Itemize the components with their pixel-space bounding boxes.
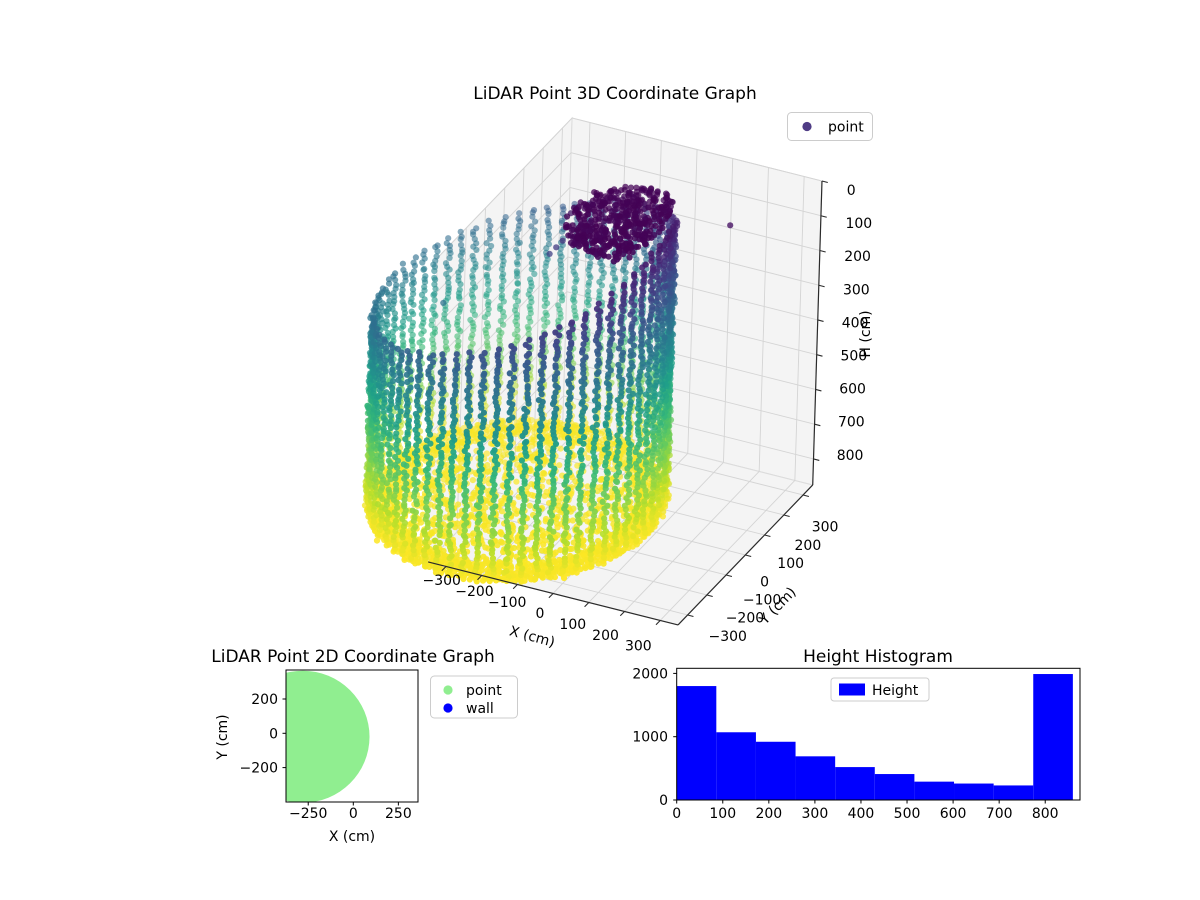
- tick-label: −300: [709, 629, 747, 645]
- tick-label: 200: [251, 692, 278, 708]
- legend-wall-label: wall: [466, 701, 494, 717]
- tick-label: 1000: [632, 730, 668, 746]
- bar: [835, 767, 875, 800]
- bar: [993, 785, 1034, 800]
- tick-label: 0: [349, 806, 358, 822]
- legend-wall-marker: [443, 703, 453, 713]
- bar: [795, 756, 836, 800]
- bar: [676, 686, 717, 800]
- tick-label: 200: [755, 806, 782, 822]
- tick-label: 700: [986, 806, 1013, 822]
- tick-label: 800: [837, 448, 864, 464]
- tick-label: 100: [777, 556, 804, 572]
- bar: [755, 741, 796, 800]
- legend-point-label: point: [828, 120, 864, 136]
- plot3d-title: LiDAR Point 3D Coordinate Graph: [473, 84, 757, 104]
- plot3d-xlabel: X (cm): [508, 623, 557, 650]
- plot2d-xlabel: X (cm): [329, 829, 375, 845]
- tick-label: 0: [269, 726, 278, 742]
- bar: [874, 774, 915, 800]
- tick-label: 300: [812, 520, 839, 536]
- histogram-title: Height Histogram: [803, 647, 953, 667]
- tick-label: −300: [422, 573, 460, 589]
- tick-label: 100: [559, 617, 586, 633]
- tick-label: 300: [843, 282, 870, 298]
- legend-height-patch: [839, 683, 865, 696]
- plot2d-legend: point wall: [430, 675, 518, 719]
- plot3d-point-cloud: [361, 183, 734, 585]
- legend-height-label: Height: [872, 683, 919, 699]
- tick-label: 400: [842, 315, 869, 331]
- tick-label: 200: [592, 628, 619, 644]
- bar: [914, 781, 955, 800]
- tick-label: 800: [1032, 806, 1059, 822]
- tick-label: 300: [802, 806, 829, 822]
- histogram-legend: Height: [830, 677, 930, 702]
- legend-point-marker: [443, 685, 453, 695]
- tick-label: −200: [455, 584, 493, 600]
- tick-label: 100: [845, 216, 872, 232]
- tick-label: 600: [940, 806, 967, 822]
- plot2d-axes: −250 0 250 200 0 −200: [240, 669, 419, 822]
- bar: [954, 783, 994, 800]
- tick-label: 250: [385, 806, 412, 822]
- legend-point-label: point: [466, 683, 502, 699]
- tick-label: 500: [894, 806, 921, 822]
- tick-label: 0: [536, 606, 545, 622]
- bar: [716, 732, 756, 800]
- histogram-bars: [676, 674, 1073, 800]
- tick-label: 200: [844, 249, 871, 265]
- tick-label: −100: [488, 595, 526, 611]
- bar: [1033, 674, 1073, 800]
- tick-label: −200: [726, 611, 764, 627]
- tick-label: 0: [659, 793, 668, 809]
- plot3d-tick-labels: −300−200−10001002003003002001000−100−200…: [422, 183, 872, 655]
- tick-label: −250: [289, 806, 327, 822]
- tick-label: 700: [838, 415, 865, 431]
- plot3d-axis-lines: [427, 180, 828, 626]
- tick-label: 200: [795, 538, 822, 554]
- histogram-axes: 0 100 200 300 400 500 600 700 800 0 1000 2000: [632, 666, 1081, 822]
- tick-label: −200: [240, 761, 278, 777]
- tick-label: 500: [840, 349, 867, 365]
- plot2d-point-blob: [286, 670, 370, 802]
- plot3d-legend: point: [787, 112, 873, 141]
- tick-label: 0: [760, 574, 769, 590]
- legend-point-marker: [802, 121, 812, 132]
- tick-label: 300: [625, 639, 652, 655]
- tick-label: 0: [672, 806, 681, 822]
- tick-label: 600: [839, 382, 866, 398]
- legend-box: [787, 112, 873, 141]
- plot2d-ylabel: Y (cm): [215, 714, 231, 760]
- plot3d-hlabel: H (cm): [858, 310, 874, 357]
- tick-label: 0: [847, 183, 856, 199]
- tick-label: −100: [743, 593, 781, 609]
- tick-label: 400: [848, 806, 875, 822]
- tick-label: 100: [709, 806, 736, 822]
- plot2d-title: LiDAR Point 2D Coordinate Graph: [211, 647, 495, 667]
- tick-label: 2000: [632, 666, 668, 682]
